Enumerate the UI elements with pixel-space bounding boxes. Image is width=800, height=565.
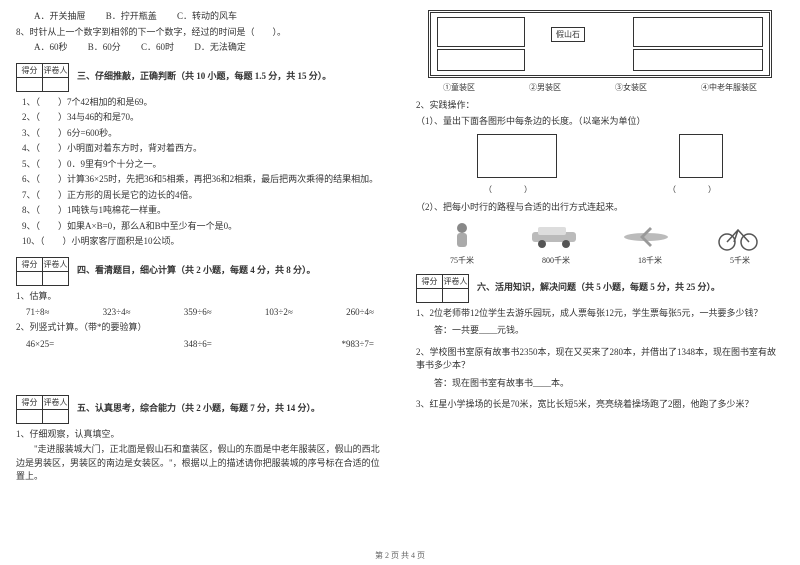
est-b: 323÷4≈ — [103, 307, 131, 317]
section3-header: 得分评卷人 三、仔细推敲，正确判断（共 10 小题，每题 1.5 分，共 15 … — [16, 63, 384, 92]
q7-opt-c: C．转动的风车 — [177, 11, 237, 21]
obs-text: "走进服装城大门，正北面是假山石和童装区，假山的东面是中老年服装区，假山的西北边… — [16, 443, 384, 484]
measure-label: （1）、量出下面各图形中每条边的长度。（以毫米为单位） — [416, 115, 784, 129]
grader-label: 评卷人 — [43, 395, 69, 409]
col-c: *983÷7= — [341, 339, 374, 349]
dist-d: 5千米 — [730, 255, 750, 266]
est-d: 103÷2≈ — [265, 307, 293, 317]
score-label: 得分 — [17, 395, 43, 409]
q8-opt-b: B．60分 — [88, 42, 121, 52]
obs-label: 1、仔细观察，认真填空。 — [16, 428, 384, 442]
j9: 9、（ ）如果A×B=0，那么A和B中至少有一个是0。 — [22, 220, 384, 234]
estimate-label: 1、估算。 — [16, 290, 384, 304]
shape-rectangle — [477, 134, 557, 178]
est-e: 260÷4≈ — [346, 307, 374, 317]
column-calc-row: 46×25= 348÷6= *983÷7= — [16, 337, 384, 351]
q7-options: A．开关抽屉 B．拧开瓶盖 C．转动的风车 — [16, 10, 384, 24]
paren-2: （ ） — [668, 184, 716, 195]
j8: 8、（ ）1吨铁与1吨棉花一样重。 — [22, 204, 384, 218]
section3-title: 三、仔细推敲，正确判断（共 10 小题，每题 1.5 分，共 15 分）。 — [77, 63, 331, 82]
shape-square — [679, 134, 723, 178]
paren-row: （ ） （ ） — [416, 184, 784, 195]
p3: 3、红星小学操场的长是70米，宽比长短5米，亮亮绕着操场跑了2圈，他跑了多少米？ — [416, 398, 784, 412]
est-c: 359÷6≈ — [184, 307, 212, 317]
j10: 10、（ ）小明家客厅面积是10公顷。 — [22, 235, 384, 249]
col-b: 348÷6= — [184, 339, 212, 349]
score-table-5: 得分评卷人 — [16, 395, 69, 424]
estimate-row: 71÷8≈ 323÷4≈ 359÷6≈ 103÷2≈ 260÷4≈ — [16, 305, 384, 319]
dist-a: 75千米 — [450, 255, 474, 266]
legend-a: ①童装区 — [443, 82, 475, 93]
zone-se — [633, 49, 763, 71]
score-table-3: 得分评卷人 — [16, 63, 69, 92]
car-icon — [528, 221, 580, 253]
left-column: A．开关抽屉 B．拧开瓶盖 C．转动的风车 8、时针从上一个数字到相邻的下一个数… — [0, 0, 400, 565]
zone-nw — [437, 17, 525, 47]
rock-label: 假山石 — [551, 27, 585, 42]
column-calc-label: 2、列竖式计算。（带*的要验算） — [16, 321, 384, 335]
section6-header: 得分评卷人 六、活用知识，解决问题（共 5 小题，每题 5 分，共 25 分）。 — [416, 274, 784, 303]
grader-label: 评卷人 — [443, 274, 469, 288]
q8-opt-d: D．无法确定 — [194, 42, 246, 52]
score-label: 得分 — [17, 63, 43, 77]
legend-row: ①童装区 ②男装区 ③女装区 ④中老年服装区 — [416, 82, 784, 93]
q8-options: A．60秒 B．60分 C．60时 D．无法确定 — [16, 41, 384, 55]
bike-icon — [712, 221, 764, 253]
section5-title: 五、认真思考，综合能力（共 2 小题，每题 7 分，共 14 分）。 — [77, 395, 320, 414]
q7-opt-b: B．拧开瓶盖 — [106, 11, 157, 21]
score-table-6: 得分评卷人 — [416, 274, 469, 303]
dist-b: 800千米 — [542, 255, 570, 266]
grader-label: 评卷人 — [43, 257, 69, 271]
section4-title: 四、看清题目，细心计算（共 2 小题，每题 4 分，共 8 分）。 — [77, 257, 316, 276]
paren-1: （ ） — [484, 184, 532, 195]
zone-sw — [437, 49, 525, 71]
j4: 4、（ ）小明面对着东方时，背对着西方。 — [22, 142, 384, 156]
grader-label: 评卷人 — [43, 63, 69, 77]
section4-header: 得分评卷人 四、看清题目，细心计算（共 2 小题，每题 4 分，共 8 分）。 — [16, 257, 384, 286]
legend-b: ②男装区 — [529, 82, 561, 93]
plane-icon — [620, 221, 672, 253]
score-label: 得分 — [417, 274, 443, 288]
q8-opt-a: A．60秒 — [34, 42, 68, 52]
section5-header: 得分评卷人 五、认真思考，综合能力（共 2 小题，每题 7 分，共 14 分）。 — [16, 395, 384, 424]
j1: 1、（ ）7个42相加的和是69。 — [22, 96, 384, 110]
col-a: 46×25= — [26, 339, 54, 349]
p2-ans: 答：现在图书室有故事书____本。 — [416, 377, 784, 391]
right-column: 假山石 ①童装区 ②男装区 ③女装区 ④中老年服装区 2、实践操作： （1）、量… — [400, 0, 800, 565]
q8-opt-c: C．60时 — [141, 42, 174, 52]
p1: 1、2位老师带12位学生去游乐园玩，成人票每张12元，学生票每张5元，一共要多少… — [416, 307, 784, 321]
person-icon — [436, 221, 488, 253]
score-table-4: 得分评卷人 — [16, 257, 69, 286]
j7: 7、（ ）正方形的周长是它的边长的4倍。 — [22, 189, 384, 203]
mall-diagram: 假山石 — [428, 10, 772, 78]
q7-opt-a: A．开关抽屉 — [34, 11, 86, 21]
j6: 6、（ ）计算36×25时，先把36和5相乘，再把36和2相乘，最后把两次乘得的… — [22, 173, 384, 187]
section6-title: 六、活用知识，解决问题（共 5 小题，每题 5 分，共 25 分）。 — [477, 274, 720, 293]
j5: 5、（ ）0．9里有9个十分之一。 — [22, 158, 384, 172]
page-footer: 第 2 页 共 4 页 — [0, 550, 800, 561]
est-a: 71÷8≈ — [26, 307, 49, 317]
zone-ne — [633, 17, 763, 47]
travel-row — [416, 221, 784, 253]
practice-label: 2、实践操作： — [416, 99, 784, 113]
j3: 3、（ ）6分=600秒。 — [22, 127, 384, 141]
judge-list: 1、（ ）7个42相加的和是69。 2、（ ）34与46的和是70。 3、（ ）… — [22, 96, 384, 249]
dist-c: 18千米 — [638, 255, 662, 266]
p2: 2、学校图书室原有故事书2350本，现在又买来了280本，并借出了1348本，现… — [416, 346, 784, 373]
q8-stem: 8、时针从上一个数字到相邻的下一个数字，经过的时间是（ ）。 — [16, 26, 384, 40]
j2: 2、（ ）34与46的和是70。 — [22, 111, 384, 125]
score-label: 得分 — [17, 257, 43, 271]
travel-label: （2）、把每小时行的路程与合适的出行方式连起来。 — [416, 201, 784, 215]
shapes-row — [416, 134, 784, 178]
legend-c: ③女装区 — [615, 82, 647, 93]
legend-d: ④中老年服装区 — [701, 82, 757, 93]
dist-row: 75千米 800千米 18千米 5千米 — [416, 255, 784, 266]
p1-ans: 答：一共要____元钱。 — [416, 324, 784, 338]
